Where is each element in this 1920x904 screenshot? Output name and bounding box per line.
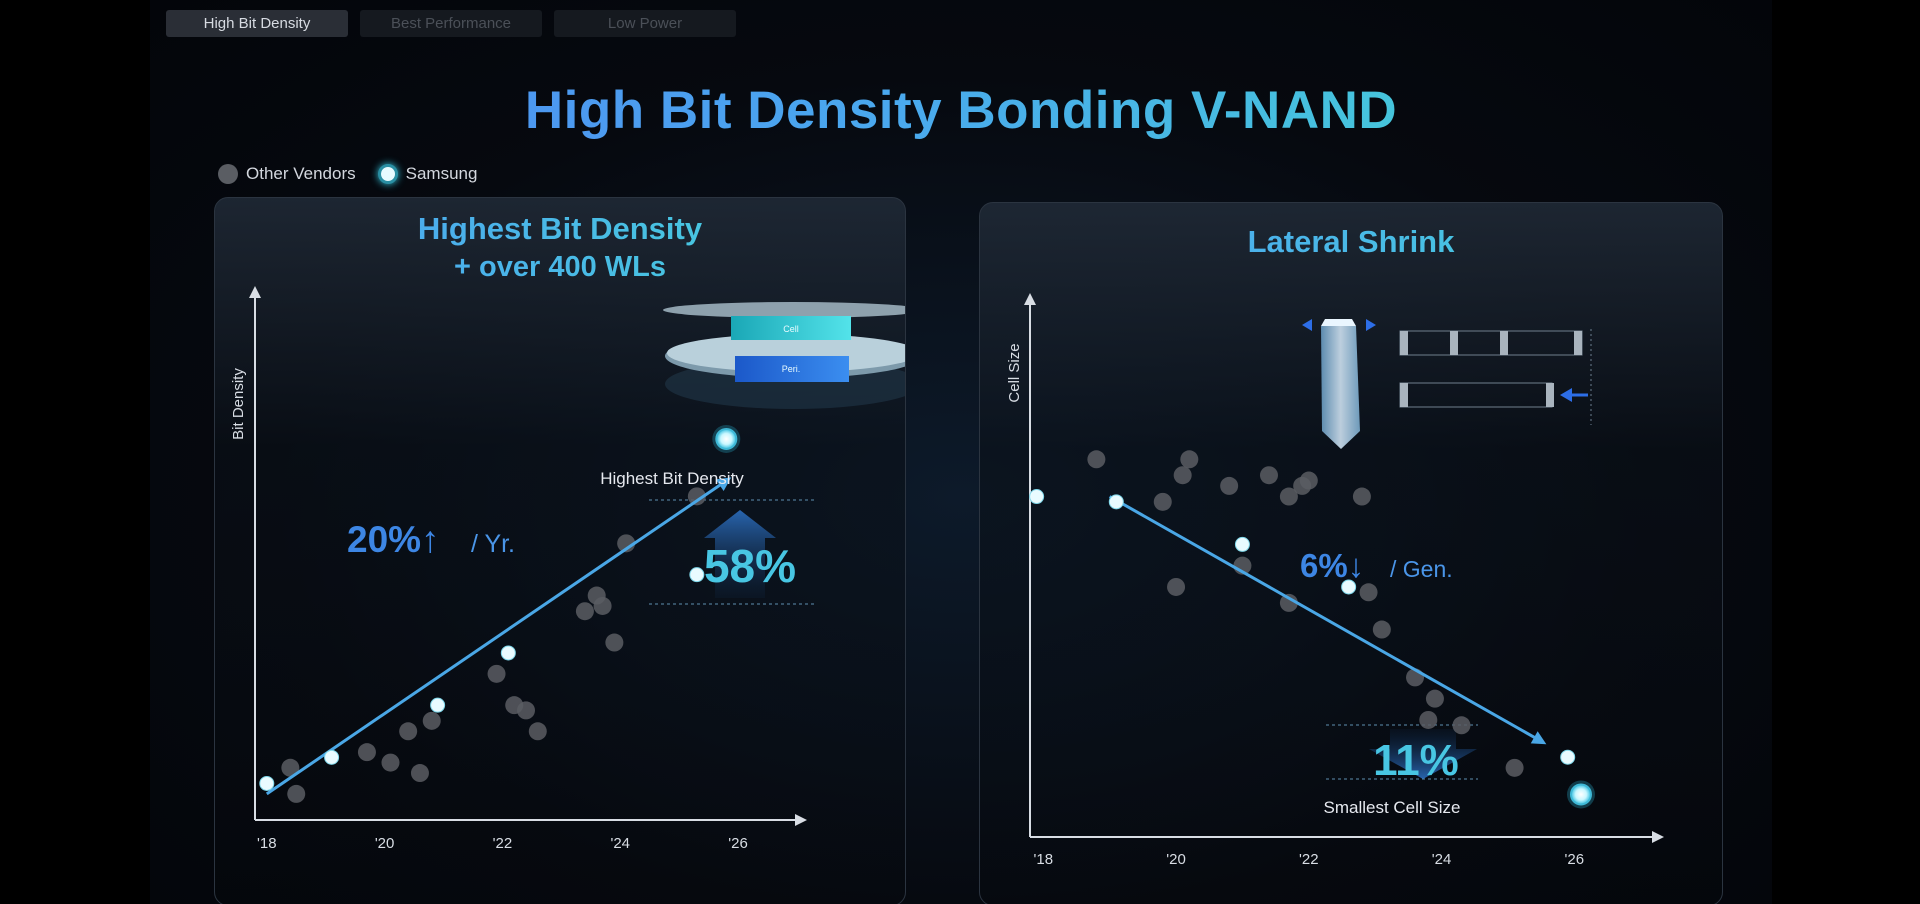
other-vendor-point bbox=[617, 534, 636, 553]
page-title: High Bit Density Bonding V-NAND bbox=[150, 80, 1772, 141]
other-vendor-point bbox=[1220, 476, 1239, 495]
tab-bar: High Bit Density Best Performance Low Po… bbox=[166, 10, 736, 37]
other-vendor-point bbox=[422, 711, 441, 730]
other-vendor-point bbox=[1372, 620, 1391, 639]
samsung-dot-icon bbox=[377, 164, 398, 184]
y-axis-arrow-icon bbox=[1024, 293, 1036, 305]
highest-bit-density-label: Highest Bit Density bbox=[600, 469, 744, 488]
x-tick-label: '18 bbox=[257, 835, 277, 852]
cell-pillar-icon bbox=[1302, 319, 1376, 449]
other-vendor-point bbox=[357, 743, 376, 762]
x-axis-arrow-icon bbox=[795, 814, 807, 826]
samsung-point bbox=[1029, 489, 1045, 505]
samsung-point bbox=[1108, 494, 1124, 510]
samsung-point bbox=[500, 645, 516, 661]
x-tick-label: '18 bbox=[1033, 851, 1053, 868]
x-tick-label: '26 bbox=[1565, 851, 1585, 868]
gray-dot-icon bbox=[218, 164, 238, 184]
x-tick-label: '22 bbox=[493, 835, 513, 852]
other-vendor-point bbox=[605, 633, 624, 652]
cell-size-panel: Lateral Shrink bbox=[979, 202, 1723, 904]
tab-high-bit-density[interactable]: High Bit Density bbox=[166, 10, 348, 37]
other-vendor-point bbox=[1180, 450, 1199, 469]
samsung-point bbox=[324, 749, 340, 765]
legend-samsung-label: Samsung bbox=[405, 164, 478, 183]
other-vendor-point bbox=[1452, 716, 1471, 735]
other-vendor-point bbox=[281, 758, 300, 777]
x-tick-label: '24 bbox=[610, 835, 630, 852]
tab-low-power[interactable]: Low Power bbox=[554, 10, 736, 37]
other-vendor-point bbox=[1153, 492, 1172, 511]
other-vendor-point bbox=[487, 664, 506, 683]
bit-density-panel: Highest Bit Density + over 400 WLs bbox=[214, 197, 906, 904]
wafer-chip-icon: Cell Peri. bbox=[663, 302, 905, 409]
increase-arrow-icon bbox=[704, 510, 776, 598]
y-axis-arrow-icon bbox=[249, 286, 261, 298]
panel-title-lateral-shrink: Lateral Shrink bbox=[980, 223, 1722, 261]
bit-density-chart: Cell Peri. Bit Density Highest Bit Densi… bbox=[230, 286, 905, 852]
samsung-point bbox=[259, 775, 275, 791]
panel-title-line1: Highest Bit Density bbox=[215, 210, 905, 248]
other-vendor-point bbox=[287, 784, 306, 803]
shrink-rate-value: 6%↓ bbox=[1300, 547, 1364, 584]
x-tick-label: '24 bbox=[1432, 851, 1452, 868]
other-vendor-point bbox=[410, 764, 429, 783]
trend-line bbox=[1108, 495, 1542, 743]
other-vendor-point bbox=[1505, 758, 1524, 777]
tab-best-performance[interactable]: Best Performance bbox=[360, 10, 542, 37]
samsung-point bbox=[1341, 579, 1357, 595]
trend-arrow-icon bbox=[715, 477, 732, 491]
samsung-point bbox=[1234, 536, 1250, 552]
other-vendor-point bbox=[517, 701, 535, 720]
legend-samsung: Samsung bbox=[377, 164, 478, 184]
other-vendor-point bbox=[575, 602, 594, 621]
other-vendor-point bbox=[1167, 577, 1186, 596]
other-vendor-point bbox=[1299, 471, 1318, 490]
shrink-rate-unit: / Gen. bbox=[1390, 556, 1453, 582]
other-vendor-point bbox=[528, 722, 547, 741]
panel-title-line2: + over 400 WLs bbox=[215, 248, 905, 286]
x-axis-arrow-icon bbox=[1652, 831, 1664, 843]
y-axis-label: Bit Density bbox=[230, 368, 247, 440]
x-tick-label: '22 bbox=[1299, 851, 1319, 868]
other-vendor-point bbox=[1259, 466, 1278, 485]
samsung-highlight-point bbox=[1569, 783, 1592, 806]
smallest-cell-size-label: Smallest Cell Size bbox=[1324, 798, 1461, 817]
x-tick-label: '26 bbox=[728, 835, 748, 852]
samsung-point bbox=[430, 697, 446, 713]
other-vendor-point bbox=[1087, 450, 1106, 469]
samsung-highlight-point bbox=[715, 427, 738, 450]
other-vendor-point bbox=[1352, 487, 1371, 506]
other-vendor-point bbox=[1279, 487, 1298, 506]
legend: Other Vendors Samsung bbox=[218, 164, 499, 184]
other-vendor-point bbox=[1425, 689, 1444, 708]
lattice-shrink-icon bbox=[1399, 329, 1592, 425]
trend-arrow-icon bbox=[1530, 731, 1547, 745]
y-axis-label: Cell Size bbox=[1006, 343, 1023, 402]
legend-other-vendors: Other Vendors bbox=[218, 164, 356, 184]
cell-size-chart: Cell Size 11% Smallest Cell Size 6%↓ / G… bbox=[1006, 293, 1664, 868]
chip-peri-label: Peri. bbox=[782, 364, 801, 374]
other-vendor-point bbox=[687, 487, 706, 506]
samsung-point bbox=[1560, 749, 1576, 765]
x-tick-label: '20 bbox=[375, 835, 395, 852]
other-vendor-point bbox=[381, 753, 400, 772]
legend-other-label: Other Vendors bbox=[246, 164, 356, 183]
other-vendor-point bbox=[1173, 466, 1192, 485]
chip-cell-label: Cell bbox=[783, 324, 799, 334]
other-vendor-point bbox=[1359, 583, 1378, 602]
growth-rate-value: 20%↑ bbox=[347, 519, 440, 560]
samsung-point bbox=[689, 567, 705, 583]
other-vendor-point bbox=[1419, 710, 1438, 729]
x-tick-label: '20 bbox=[1166, 851, 1186, 868]
other-vendor-point bbox=[399, 722, 418, 741]
trend-line bbox=[265, 479, 728, 796]
highlight-value-58: 58% bbox=[704, 540, 796, 592]
growth-rate-unit: / Yr. bbox=[471, 530, 515, 558]
slide: High Bit Density Best Performance Low Po… bbox=[150, 0, 1772, 904]
highlight-value-11: 11% bbox=[1373, 736, 1459, 785]
other-vendor-point bbox=[593, 596, 612, 615]
decrease-arrow-icon bbox=[1369, 729, 1477, 779]
other-vendor-point bbox=[1279, 593, 1298, 612]
